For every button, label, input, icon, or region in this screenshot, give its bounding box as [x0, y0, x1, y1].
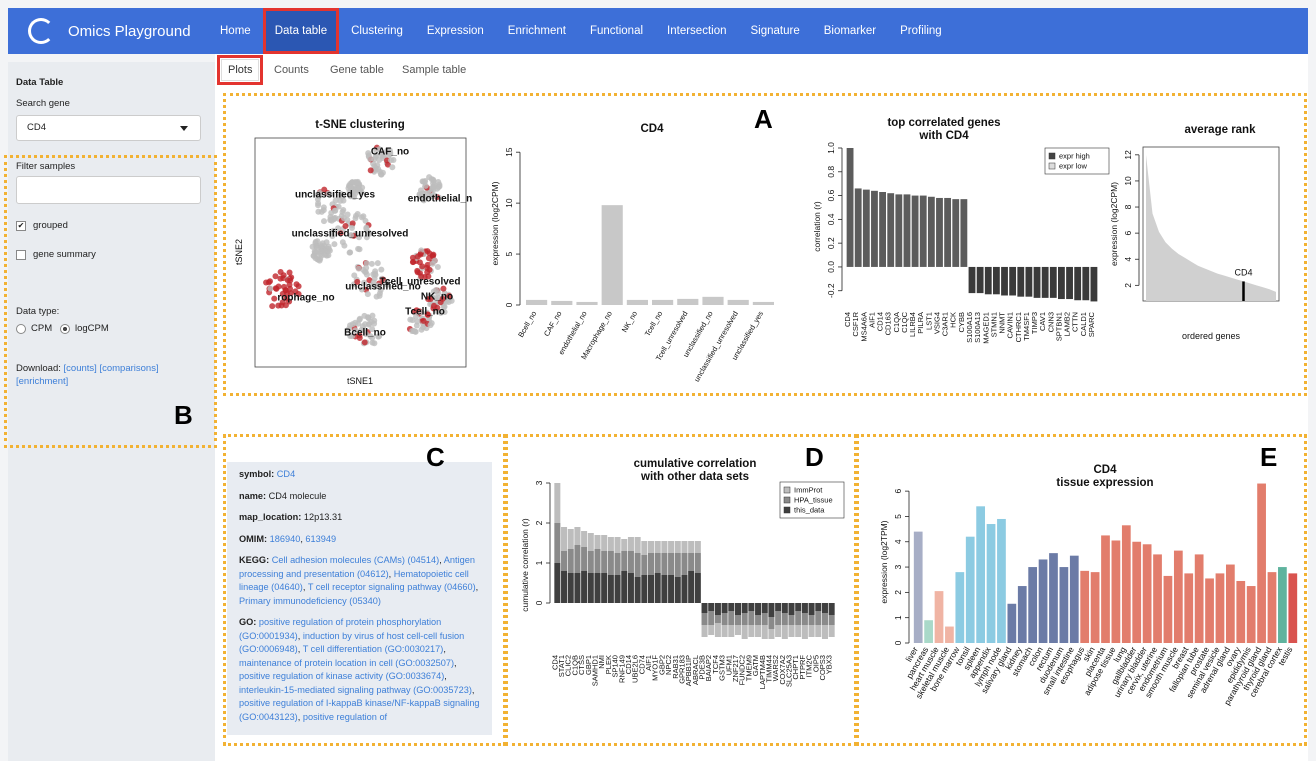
logo — [28, 18, 54, 44]
checkbox-label: grouped — [33, 220, 68, 231]
sidebar: Data Table Search gene CD4 Filter sample… — [8, 62, 215, 761]
nav-tab[interactable]: Home — [220, 25, 251, 37]
panel-label: E — [1260, 442, 1278, 472]
radio[interactable] — [60, 324, 70, 334]
checkbox[interactable] — [16, 250, 26, 260]
gene-info: symbolCD4 nameCD4 molecule map_location1… — [227, 462, 492, 735]
downloads: Download: [counts] [comparisons] [enrich… — [16, 362, 206, 388]
info-link[interactable]: 613949 — [305, 533, 337, 544]
subtab[interactable]: Plots — [216, 55, 264, 85]
panel-label: B — [174, 400, 193, 430]
navbar: Omics Playground Home Data table Clusterin… — [8, 8, 1308, 54]
info-link[interactable]: Primary immunodeficiency (05340) — [239, 595, 381, 606]
checkbox-label: gene summary — [33, 249, 96, 260]
datatype-label: Data type: — [16, 306, 60, 317]
info-link[interactable]: Cell adhesion molecules (CAMs) (04514) — [272, 555, 444, 565]
panel-e — [856, 434, 1307, 746]
brand[interactable]: Omics Playground — [28, 8, 191, 54]
filter-input[interactable] — [16, 176, 201, 204]
info-link[interactable]: 186940 — [270, 534, 306, 544]
download-label: Download: — [16, 363, 61, 374]
panel-b — [4, 155, 217, 448]
download-link[interactable]: [enrichment] — [16, 376, 69, 387]
info-key: OMIM — [239, 534, 270, 544]
download-link[interactable]: [counts] — [63, 363, 97, 374]
brand-name: Omics Playground — [68, 22, 191, 40]
info-row: symbolCD4 — [239, 468, 480, 482]
info-row: map_location12p13.31 — [239, 511, 480, 525]
caret — [180, 126, 188, 131]
nav-tab[interactable]: Data table — [262, 8, 340, 54]
nav-tab[interactable]: Expression — [426, 25, 484, 37]
info-value: 12p13.31 — [303, 512, 343, 522]
nav-tab[interactable]: Intersection — [667, 25, 727, 37]
info-link[interactable]: positive regulation of kinase activity (… — [239, 671, 447, 681]
gene-select[interactable]: CD4 — [16, 115, 201, 141]
info-row: GOpositive regulation of protein phospho… — [239, 616, 480, 724]
subtab[interactable]: Sample table — [402, 64, 467, 76]
info-key: map_location — [239, 512, 304, 522]
gene-select-value: CD4 — [27, 122, 47, 133]
subtab[interactable]: Gene table — [330, 64, 384, 76]
download-link[interactable]: [comparisons] — [99, 363, 159, 374]
panel-label: C — [426, 442, 445, 472]
panel-label: A — [754, 104, 773, 134]
info-value: CD4 molecule — [268, 490, 327, 501]
info-row: OMIM186940613949 — [239, 533, 480, 547]
subtab[interactable]: Counts — [274, 64, 309, 76]
search-label: Search gene — [16, 98, 70, 109]
panel-a — [223, 93, 1307, 396]
info-key: GO — [239, 617, 259, 627]
nav-tab[interactable]: Clustering — [351, 25, 403, 37]
radio-label: CPM — [31, 323, 53, 334]
nav-tab[interactable]: Profiling — [900, 25, 942, 37]
info-link[interactable]: maintenance of protein location in cell … — [239, 658, 457, 668]
info-key: symbol — [239, 469, 277, 479]
nav-tabs: Home Data table Clustering Expression Enrich… — [208, 8, 954, 54]
info-row: KEGGCell adhesion molecules (CAMs) (0451… — [239, 554, 480, 608]
info-row: nameCD4 molecule — [239, 490, 480, 504]
info-link[interactable]: T cell receptor signaling pathway (04660… — [308, 582, 478, 592]
panel-d — [505, 434, 857, 746]
panel-label: D — [805, 442, 824, 472]
filter-label: Filter samples — [16, 161, 76, 172]
radio-label: logCPM — [75, 323, 109, 334]
info-link[interactable]: interleukin-15-mediated signaling pathwa… — [239, 685, 474, 695]
checkbox[interactable]: ✔ — [16, 221, 26, 231]
nav-tab[interactable]: Signature — [750, 25, 800, 37]
sidebar-heading: Data Table — [16, 77, 64, 88]
info-key: KEGG — [239, 555, 272, 565]
nav-tab[interactable]: Enrichment — [507, 25, 566, 37]
radio[interactable] — [16, 324, 26, 334]
panel-c — [223, 434, 506, 746]
info-link[interactable]: T cell differentiation (GO:0030217) — [303, 644, 446, 654]
info-key: name — [239, 491, 269, 501]
info-link[interactable]: CD4 — [276, 469, 296, 479]
nav-tab[interactable]: Biomarker — [823, 25, 877, 37]
nav-tab[interactable]: Functional — [589, 25, 644, 37]
info-link[interactable]: positive regulation of — [302, 711, 388, 722]
